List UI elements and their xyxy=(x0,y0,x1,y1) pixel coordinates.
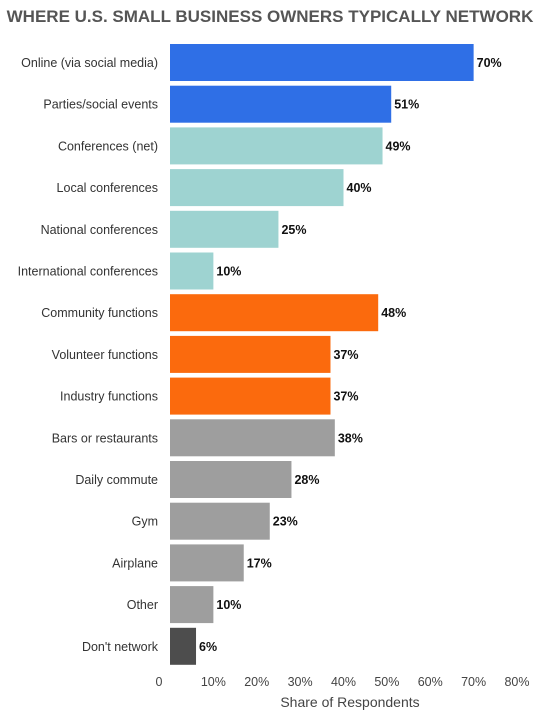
bar xyxy=(170,85,392,123)
category-labels-group: Online (via social media) Parties/social … xyxy=(18,56,159,654)
value-label: 40% xyxy=(347,181,372,195)
value-label: 10% xyxy=(216,265,241,279)
category-label: Other xyxy=(127,598,158,612)
bar xyxy=(170,335,331,373)
category-label: National conferences xyxy=(41,223,158,237)
x-tick-label: 70% xyxy=(461,675,486,689)
category-label: Airplane xyxy=(112,556,158,570)
bar xyxy=(170,377,331,415)
x-tick-label: 50% xyxy=(374,675,399,689)
value-label: 10% xyxy=(216,598,241,612)
value-label: 51% xyxy=(394,98,419,112)
category-label: Don't network xyxy=(82,640,159,654)
value-labels-group: 70% 51% 49% 40% 25% 10% 48% 37% 37% 38% 28% 23% 17% 1… xyxy=(199,56,502,654)
bar xyxy=(170,294,379,332)
bar xyxy=(170,44,474,81)
category-label: Gym xyxy=(132,515,158,529)
value-label: 28% xyxy=(294,473,319,487)
bar xyxy=(170,586,214,624)
value-label: 70% xyxy=(477,56,502,70)
bar xyxy=(170,502,270,540)
value-label: 23% xyxy=(273,515,298,529)
value-label: 6% xyxy=(199,640,217,654)
x-tick-label: 20% xyxy=(244,675,269,689)
bar xyxy=(170,252,214,290)
value-label: 49% xyxy=(386,139,411,153)
value-label: 37% xyxy=(333,390,358,404)
value-label: 25% xyxy=(281,223,306,237)
chart-title: WHERE U.S. SMALL BUSINESS OWNERS TYPICAL… xyxy=(7,7,534,26)
x-tick-label: 30% xyxy=(288,675,313,689)
category-label: Conferences (net) xyxy=(58,139,158,153)
bar xyxy=(170,210,279,248)
value-label: 48% xyxy=(381,306,406,320)
x-tick-label: 0 xyxy=(156,675,163,689)
bar xyxy=(170,419,335,457)
value-label: 17% xyxy=(247,556,272,570)
category-label: Online (via social media) xyxy=(21,56,158,70)
x-tick-labels-group: 0 10% 20% 30% 40% 50% 60% 70% 80% xyxy=(156,675,530,689)
x-tick-label: 40% xyxy=(331,675,356,689)
category-label: Daily commute xyxy=(75,473,158,487)
bar xyxy=(170,127,383,165)
bar xyxy=(170,627,197,665)
bar xyxy=(170,461,292,498)
bar xyxy=(170,169,344,207)
category-label: International conferences xyxy=(18,265,158,279)
bar xyxy=(170,544,244,582)
value-label: 38% xyxy=(338,431,363,445)
category-label: Parties/social events xyxy=(43,98,158,112)
x-tick-label: 80% xyxy=(504,675,529,689)
category-label: Industry functions xyxy=(60,390,158,404)
category-label: Community functions xyxy=(41,306,158,320)
x-tick-label: 10% xyxy=(201,675,226,689)
category-label: Bars or restaurants xyxy=(52,431,158,445)
bars-group xyxy=(170,44,474,665)
value-label: 37% xyxy=(333,348,358,362)
x-tick-label: 60% xyxy=(418,675,443,689)
x-axis-title: Share of Respondents xyxy=(280,694,419,710)
category-label: Local conferences xyxy=(57,181,158,195)
category-label: Volunteer functions xyxy=(52,348,158,362)
